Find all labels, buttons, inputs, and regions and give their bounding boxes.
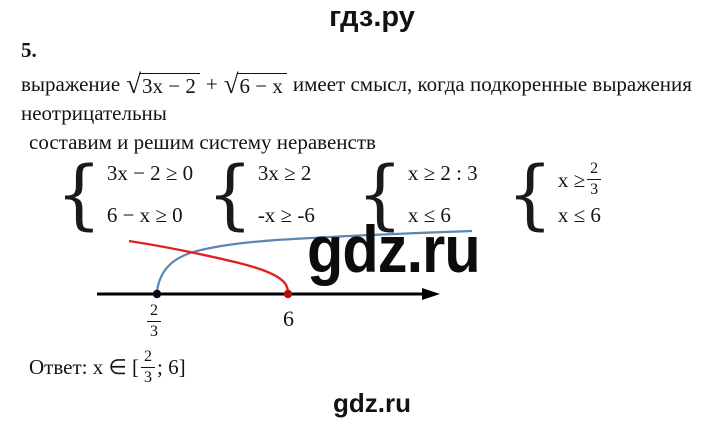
inequality-lhs: x ≥ (557, 167, 586, 192)
point-dot-left (152, 289, 162, 299)
system-4-row-2: x ≤ 6 (557, 203, 601, 227)
sqrt-expression-2: √ 6 − x (223, 69, 287, 99)
radicand-2: 6 − x (236, 73, 287, 97)
answer-prefix: Ответ: x ∈ [ (29, 355, 140, 379)
blue-curve (155, 229, 473, 292)
statement-line-1: выражение √ 3x − 2 + √ 6 − x имеет смысл… (21, 69, 698, 99)
system-1: { 3x − 2 ≥ 0 6 − x ≥ 0 (56, 155, 193, 233)
point-dot-right (283, 289, 293, 299)
system-4: { x ≥ 2 3 x ≤ 6 (507, 155, 603, 233)
system-2-row-1: 3x ≥ 2 (257, 161, 312, 185)
statement-line-2: неотрицательны (21, 101, 167, 125)
tick-fraction-denominator: 3 (150, 323, 158, 340)
step-intro: составим и решим систему неравенств (29, 130, 376, 154)
tick-label-two-thirds: 2 3 (145, 303, 163, 340)
left-brace: { (207, 149, 253, 239)
system-2: { 3x ≥ 2 -x ≥ -6 (207, 155, 315, 233)
tick-label-six: 6 (283, 306, 294, 331)
red-curve (128, 239, 290, 293)
fraction-denominator: 3 (590, 181, 599, 198)
answer-fraction: 2 3 (141, 349, 156, 386)
fraction-numerator: 2 (587, 161, 602, 180)
fraction-two-thirds: 2 3 (587, 161, 602, 198)
sqrt-expression-1: √ 3x − 2 (126, 69, 200, 99)
radicand-1: 3x − 2 (139, 73, 200, 97)
left-brace: { (507, 149, 553, 239)
answer-suffix: ; 6] (157, 355, 186, 379)
system-1-row-1: 3x − 2 ≥ 0 (106, 161, 194, 185)
statement-prefix: выражение (21, 72, 121, 96)
radical-sign: √ (126, 69, 142, 99)
system-2-row-2: -x ≥ -6 (257, 203, 315, 227)
site-logo-header: гдз.ру (329, 1, 415, 33)
watermark-logo: gdz.ru (307, 212, 481, 286)
site-logo-footer: gdz.ru (333, 388, 411, 418)
axis-arrowhead (422, 288, 440, 300)
system-4-row-1: x ≥ 2 3 (558, 161, 603, 198)
plus-sign: + (205, 72, 218, 96)
problem-number: 5. (21, 38, 37, 62)
tick-fraction-numerator: 2 (147, 303, 161, 322)
system-3-row-1: x ≥ 2 : 3 (407, 161, 478, 185)
answer-fraction-numerator: 2 (141, 349, 156, 368)
answer-fraction-denominator: 3 (144, 369, 153, 386)
system-3: { x ≥ 2 : 3 x ≤ 6 (357, 155, 478, 233)
statement-suffix: имеет смысл, когда подкоренные выражения (292, 72, 692, 96)
system-1-row-2: 6 − x ≥ 0 (106, 203, 183, 227)
left-brace: { (357, 149, 403, 239)
radical-sign: √ (223, 69, 239, 99)
answer-line: Ответ: x ∈ [ 2 3 ; 6] (29, 349, 186, 386)
left-brace: { (56, 149, 102, 239)
system-3-row-2: x ≤ 6 (407, 203, 451, 227)
